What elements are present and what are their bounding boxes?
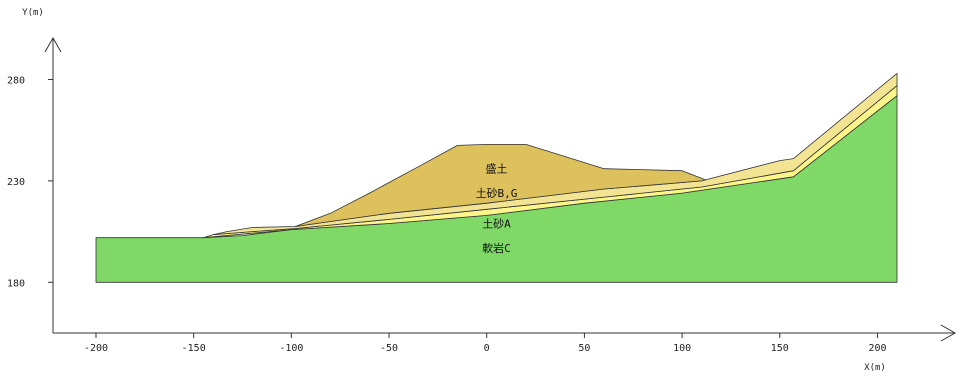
x-tick-label: -100 [279,343,303,354]
layer-label-1: 軟岩C [482,241,511,255]
layer-labels: 軟岩C 土砂A 土砂B,G 盛土 [476,162,518,255]
y-tick-label: 180 [7,278,25,289]
y-axis-ticks: 180 230 280 [7,76,53,289]
x-tick-label: 50 [578,343,590,354]
layer-label-4: 盛土 [486,162,508,176]
layer-region-4 [294,143,706,227]
x-tick-label: -200 [84,343,108,354]
x-tick-label: -150 [182,343,206,354]
axes: Y(m) X(m) [22,8,957,373]
x-tick-label: 0 [484,343,490,354]
y-axis-arrow-icon [44,36,62,53]
x-axis-ticks: -200 -150 -100 -50 0 50 100 150 200 [84,333,887,354]
layer-label-2: 土砂A [482,218,511,231]
x-axis-title: X(m) [864,363,886,373]
x-tick-label: -50 [380,343,398,354]
soil-layers [95,73,898,283]
x-axis-arrow-icon [940,324,957,342]
x-tick-label: 150 [771,343,789,354]
x-tick-label: 200 [868,343,886,354]
x-tick-label: 100 [673,343,691,354]
y-tick-label: 280 [7,76,25,87]
y-axis-title: Y(m) [22,8,44,18]
layer-label-3: 土砂B,G [476,187,518,200]
y-tick-label: 230 [7,177,25,188]
